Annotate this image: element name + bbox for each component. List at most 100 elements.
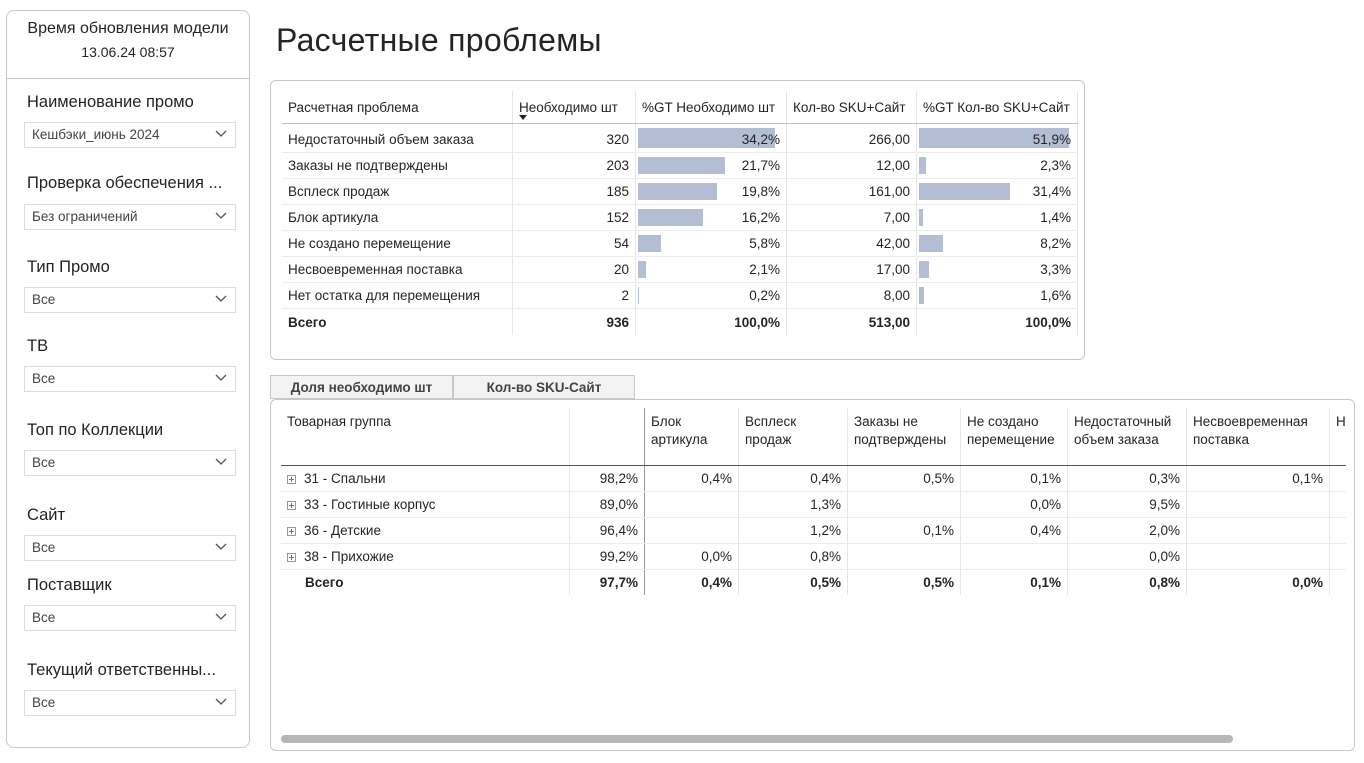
filter-title: Топ по Коллекции: [27, 421, 164, 439]
pct-sku-value: 2,3%: [1040, 158, 1071, 173]
problem-name: Заказы не подтверждены: [282, 152, 513, 179]
matrix-cell: [1329, 465, 1346, 492]
sku-value: 7,00: [786, 204, 917, 231]
table-row[interactable]: Блок артикула 152 16,2% 7,00 1,4%: [282, 204, 1078, 231]
matrix-col-header[interactable]: Товарная группа: [281, 408, 570, 466]
matrix-cell: 97,7%: [569, 569, 645, 595]
table-row[interactable]: Несвоевременная поставка 20 2,1% 17,00 3,3%: [282, 256, 1078, 283]
product-group-name[interactable]: 36 - Детские: [281, 517, 570, 544]
matrix-cell: 98,2%: [569, 465, 645, 492]
table-row[interactable]: Всплеск продаж 185 19,8% 161,00 31,4%: [282, 178, 1078, 205]
filter-dropdown[interactable]: Все: [24, 287, 236, 313]
pct-sku-value: 1,4%: [1040, 210, 1071, 225]
matrix-cell: [1186, 517, 1330, 544]
filter-dropdown[interactable]: Все: [24, 605, 236, 631]
filter-dropdown[interactable]: Кешбэки_июнь 2024: [24, 122, 236, 148]
table-row[interactable]: Нет остатка для перемещения 2 0,2% 8,00 1,6%: [282, 282, 1078, 309]
pct-sku-bar: [919, 287, 924, 304]
product-group-name: Всего: [281, 569, 570, 595]
tab-share-qty[interactable]: Доля необходимо шт: [270, 375, 453, 399]
matrix-col-header[interactable]: Недостаточный объем заказа: [1067, 408, 1187, 466]
col-header-qty[interactable]: Необходимо шт: [512, 91, 636, 124]
pct-qty-cell: 0,2%: [635, 282, 787, 309]
pct-qty-cell: 2,1%: [635, 256, 787, 283]
table-row[interactable]: 36 - Детские 96,4% 1,2% 0,1% 0,4% 2,0%: [281, 517, 1346, 544]
model-update-card: Время обновления модели 13.06.24 08:57: [7, 11, 249, 79]
pct-qty-cell: 34,2%: [635, 123, 787, 153]
pct-sku-value: 8,2%: [1040, 236, 1071, 251]
table-row[interactable]: 33 - Гостиные корпус 89,0% 1,3% 0,0% 9,5%: [281, 491, 1346, 518]
horizontal-scrollbar[interactable]: [281, 735, 1233, 743]
product-group-matrix: Товарная группа Блок артикула Всплеск прод…: [281, 408, 1346, 595]
qty-value: 320: [512, 123, 636, 153]
pct-sku-cell: 51,9%: [916, 123, 1078, 153]
pct-sku-value: 1,6%: [1040, 288, 1071, 303]
pct-sku-value: 31,4%: [1032, 184, 1071, 199]
matrix-col-header[interactable]: Несвоевременная поставка: [1186, 408, 1330, 466]
table-row[interactable]: Заказы не подтверждены 203 21,7% 12,00 2,3%: [282, 152, 1078, 179]
matrix-cell: 0,0%: [644, 543, 739, 570]
filter-dropdown[interactable]: Все: [24, 690, 236, 716]
product-group-name[interactable]: 31 - Спальни: [281, 465, 570, 492]
problem-name: Несвоевременная поставка: [282, 256, 513, 283]
matrix-col-header[interactable]: Не пе: [1329, 408, 1346, 466]
filter-dropdown[interactable]: Без ограничений: [24, 204, 236, 230]
pct-qty-cell: 5,8%: [635, 230, 787, 257]
filter-dropdown[interactable]: Все: [24, 535, 236, 561]
matrix-cell: [847, 543, 961, 570]
pct-qty-bar: [638, 209, 703, 226]
qty-value: 20: [512, 256, 636, 283]
table-row[interactable]: Не создано перемещение 54 5,8% 42,00 8,2%: [282, 230, 1078, 257]
table-row[interactable]: 38 - Прихожие 99,2% 0,0% 0,8% 0,0%: [281, 543, 1346, 570]
expand-plus-icon[interactable]: [287, 552, 296, 562]
sku-value: 161,00: [786, 178, 917, 205]
matrix-col-header[interactable]: [569, 408, 645, 466]
matrix-cell: 0,1%: [1186, 465, 1330, 492]
filter-dropdown[interactable]: Все: [24, 450, 236, 476]
matrix-cell: 0,4%: [644, 465, 739, 492]
total-qty: 936: [512, 308, 636, 335]
matrix-cell: [960, 543, 1068, 570]
matrix-cell: 1,2%: [738, 517, 848, 544]
matrix-col-header[interactable]: Всплеск продаж: [738, 408, 848, 466]
product-group-name[interactable]: 33 - Гостиные корпус: [281, 491, 570, 518]
matrix-cell: 0,4%: [644, 569, 739, 595]
product-group-label: 36 - Детские: [304, 523, 381, 538]
col-header-sku[interactable]: Кол-во SKU+Сайт: [786, 91, 917, 124]
matrix-cell: 9,5%: [1067, 491, 1187, 518]
matrix-col-header[interactable]: Заказы не подтверждены: [847, 408, 961, 466]
matrix-col-header[interactable]: Блок артикула: [644, 408, 739, 466]
pct-qty-value: 34,2%: [741, 132, 780, 147]
pct-sku-value: 3,3%: [1040, 262, 1071, 277]
chevron-down-icon: [215, 698, 227, 705]
model-update-time: 13.06.24 08:57: [81, 44, 175, 60]
pct-qty-value: 19,8%: [741, 184, 780, 199]
matrix-cell: [1186, 543, 1330, 570]
model-update-label: Время обновления модели: [27, 20, 229, 37]
table-row[interactable]: 31 - Спальни 98,2% 0,4% 0,4% 0,5% 0,1% 0,3% 0,1…: [281, 465, 1346, 492]
matrix-cell: 0,1%: [960, 465, 1068, 492]
matrix-cell: 0,0%: [1186, 569, 1330, 595]
expand-plus-icon[interactable]: [287, 526, 296, 536]
pct-qty-value: 21,7%: [741, 158, 780, 173]
filter-dropdown-value: Все: [32, 371, 56, 386]
expand-plus-icon[interactable]: [287, 500, 296, 510]
col-header-qty-label: Необходимо шт: [519, 99, 618, 115]
col-header-pct-qty[interactable]: %GT Необходимо шт: [635, 91, 787, 124]
matrix-cell: [644, 517, 739, 544]
filter-dropdown[interactable]: Все: [24, 366, 236, 392]
expand-plus-icon[interactable]: [287, 474, 296, 484]
tab-sku-site[interactable]: Кол-во SKU-Сайт: [453, 375, 635, 399]
matrix-scroll-area[interactable]: Товарная группа Блок артикула Всплеск прод…: [281, 408, 1346, 728]
product-group-matrix-panel: Товарная группа Блок артикула Всплеск прод…: [270, 399, 1355, 751]
col-header-pct-sku[interactable]: %GT Кол-во SKU+Сайт: [916, 91, 1078, 124]
pct-qty-bar: [638, 128, 775, 148]
filter-title: Сайт: [27, 506, 66, 524]
filter-sidebar: Время обновления модели 13.06.24 08:57 Н…: [6, 10, 250, 748]
col-header-problem[interactable]: Расчетная проблема: [282, 91, 513, 124]
product-group-name[interactable]: 38 - Прихожие: [281, 543, 570, 570]
matrix-col-header[interactable]: Не создано перемещение: [960, 408, 1068, 466]
total-row[interactable]: Всего 97,7% 0,4% 0,5% 0,5% 0,1% 0,8% 0,0%: [281, 569, 1346, 595]
table-row[interactable]: Недостаточный объем заказа 320 34,2% 266,00…: [282, 123, 1078, 153]
qty-value: 152: [512, 204, 636, 231]
